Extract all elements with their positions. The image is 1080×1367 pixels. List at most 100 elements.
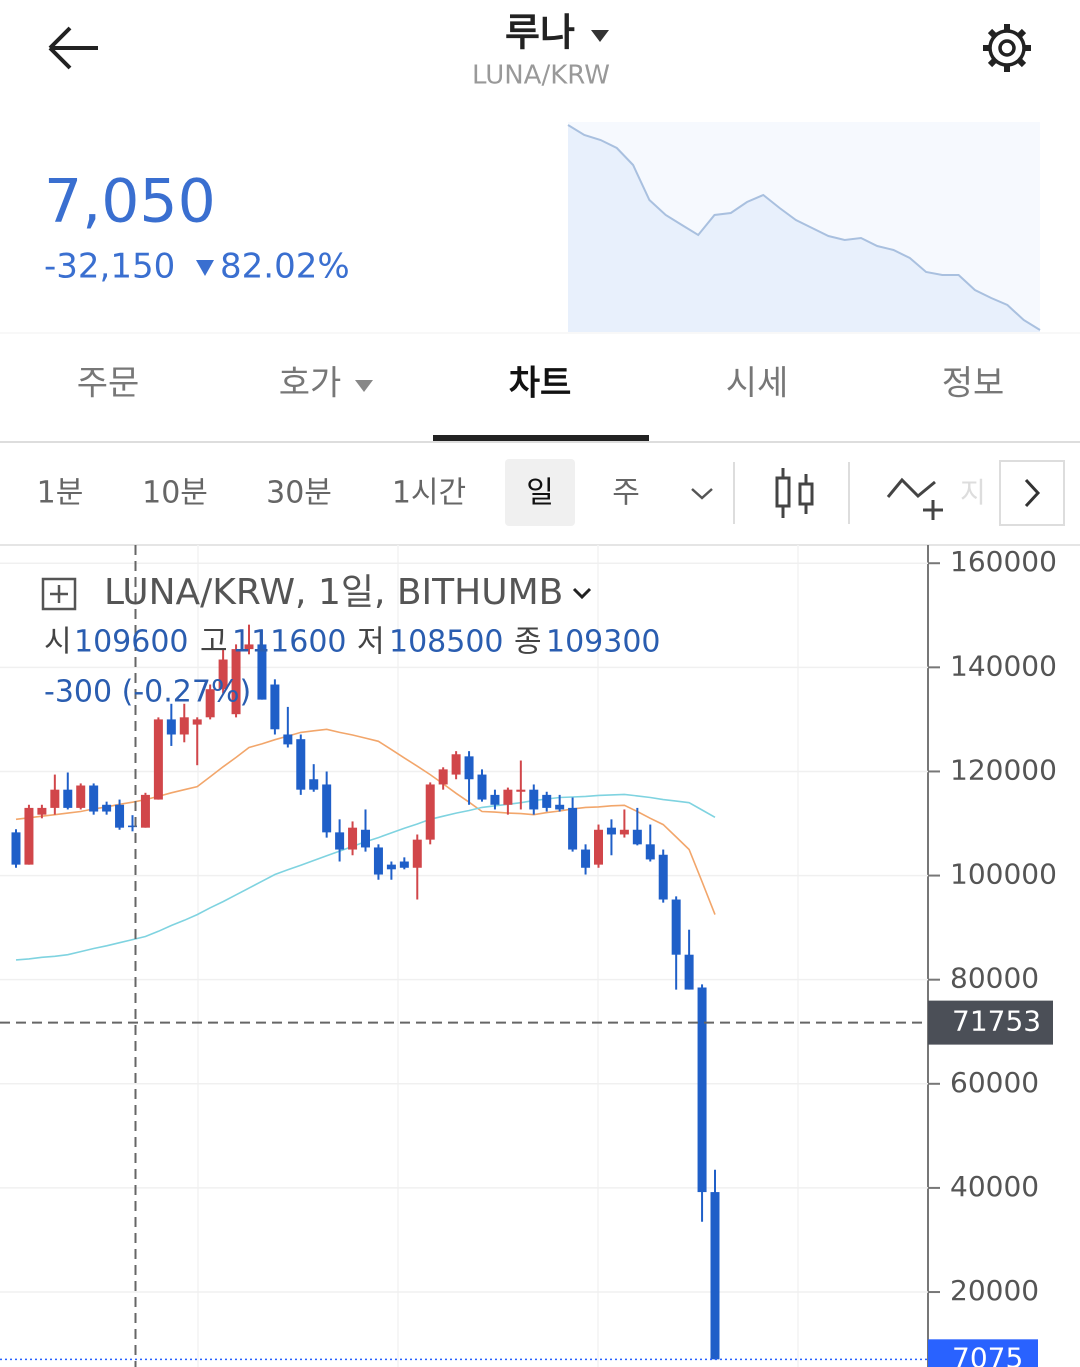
tab-dropdown[interactable] (355, 380, 373, 392)
candle-body (386, 864, 396, 870)
pair-label: LUNA/KRW (472, 61, 610, 91)
tab-indicator (433, 435, 649, 442)
moving-average (15, 728, 716, 915)
y-tick-label: 80000 (950, 962, 1039, 995)
candle-body (322, 784, 332, 833)
candle-body (11, 832, 21, 865)
expand-icon (50, 585, 68, 603)
tab[interactable]: 차트 (509, 364, 572, 404)
candle-body (658, 854, 668, 900)
candle-body (179, 717, 189, 735)
crosshair-price-box (928, 1000, 1053, 1045)
interval[interactable]: 30분 (266, 476, 332, 511)
candle-body (257, 644, 267, 700)
ohlc-value: 111600 (232, 625, 347, 660)
interval[interactable]: 1분 (37, 476, 84, 511)
change-percent: 82.02% (220, 247, 350, 287)
ohlc-value: 108500 (389, 625, 504, 660)
chart-type-button[interactable] (775, 468, 814, 518)
candle-body (296, 739, 306, 790)
interval[interactable]: 일 (526, 476, 554, 511)
y-tick-label: 120000 (950, 753, 1057, 786)
interval[interactable]: 주 (612, 476, 640, 511)
candle-body (140, 794, 150, 828)
interval[interactable]: 10분 (142, 476, 208, 511)
candle-body (153, 719, 163, 800)
candle-body (645, 844, 655, 860)
change-value: -300 (-0.27%) (44, 675, 251, 710)
candle-body (710, 1192, 720, 1360)
candle-body (464, 756, 474, 780)
candle-body (283, 734, 293, 745)
candle-body (309, 779, 319, 790)
candle-body (438, 769, 448, 785)
interval[interactable]: 1시간 (392, 476, 466, 511)
y-tick-label: 20000 (950, 1274, 1039, 1307)
candle-body (451, 754, 461, 775)
candle-body (128, 825, 137, 828)
candle-body (205, 689, 215, 718)
last-price: 7,050 (44, 167, 216, 237)
ohlc-label: 고 (200, 625, 228, 660)
candle-body (516, 789, 526, 792)
sparkline (567, 124, 1041, 332)
ohlc-label: 종 (514, 625, 542, 660)
candle-body (373, 847, 383, 875)
interval-highlight (505, 459, 575, 526)
candle-body (697, 987, 707, 1193)
candle-body (490, 794, 500, 805)
settings-button[interactable] (983, 24, 1031, 72)
candle-body (568, 807, 578, 850)
sparkline-area (568, 125, 1040, 332)
y-tick-label: 60000 (950, 1066, 1039, 1099)
candle-body (671, 899, 681, 955)
indicator-label: 지 (960, 476, 986, 509)
candle-body (24, 807, 34, 865)
candle-body (37, 807, 47, 815)
scroll-right-button[interactable] (999, 460, 1065, 526)
expand-icon[interactable] (41, 577, 77, 611)
last-price-label: 7075 (952, 1341, 1023, 1367)
chevron (1024, 478, 1041, 508)
candle-body (102, 804, 112, 812)
candle-body (231, 649, 241, 715)
tab[interactable]: 호가 (279, 364, 342, 404)
ohlc-value: 109600 (74, 625, 189, 660)
tab-bar: 주문 호가 차트 시세 정보 (77, 364, 1005, 442)
candle-body (399, 861, 409, 868)
candle-body (542, 794, 552, 808)
candle-body (218, 659, 228, 690)
candle-body (477, 774, 487, 800)
tab[interactable]: 정보 (942, 364, 1005, 404)
candle-body (244, 644, 254, 650)
candle-body (619, 829, 629, 835)
candle-body (348, 827, 358, 850)
legend-dropdown[interactable] (572, 587, 592, 600)
candle-body (166, 719, 176, 735)
candle-body (581, 849, 591, 868)
price-change: -32,150 (44, 247, 175, 287)
tab[interactable]: 주문 (77, 364, 140, 404)
candle-body (425, 784, 435, 840)
candle-body (594, 829, 603, 865)
candle-body (503, 789, 513, 805)
candlestick-chart: 160000 140000 120000 100000 80000 60000 40000 2… (0, 545, 1057, 1367)
candle-body (606, 827, 616, 835)
candle-body (192, 719, 202, 725)
candle-body (684, 954, 694, 990)
title-dropdown[interactable] (591, 30, 609, 42)
back-button[interactable] (48, 26, 98, 70)
coin-title[interactable]: 루나 (505, 11, 575, 55)
chart-legend: LUNA/KRW, 1일, BITHUMB 시 109600 고 111600 … (41, 572, 661, 710)
y-tick-label: 40000 (950, 1170, 1039, 1203)
candle-body (412, 839, 422, 868)
candle-body (361, 829, 370, 848)
indicator-button[interactable] (886, 477, 943, 520)
candle-body (63, 789, 73, 808)
tab[interactable]: 시세 (726, 364, 789, 404)
candle-body (632, 829, 642, 845)
more-intervals[interactable] (691, 488, 713, 500)
candle-body (529, 789, 539, 810)
